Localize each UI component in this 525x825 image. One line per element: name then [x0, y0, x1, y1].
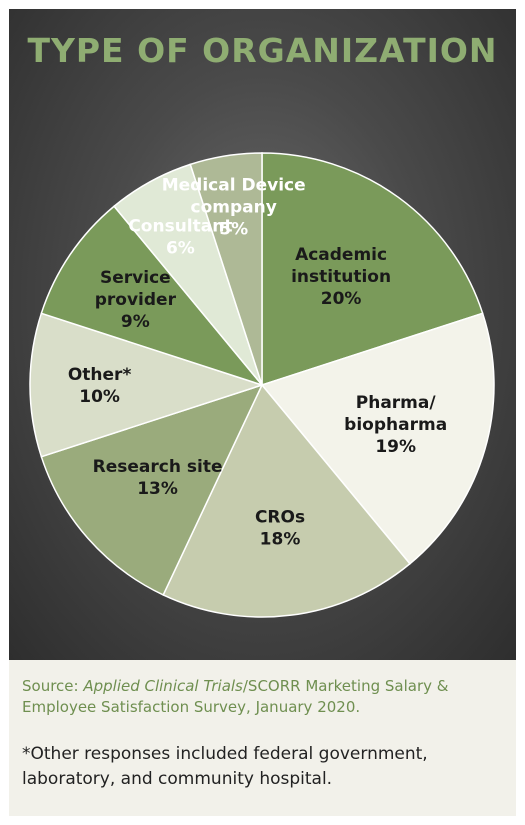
slice-name: Other*: [68, 365, 132, 385]
source-publication: Applied Clinical Trials: [83, 677, 243, 695]
source-prefix: Source:: [22, 677, 84, 695]
pie-slice: [29, 312, 265, 458]
slice-label: Pharma/biopharma 19%: [344, 393, 447, 457]
slice-name: Service: [100, 268, 171, 288]
slice-label: Academic institution 20%: [291, 245, 391, 309]
slice-value: 10%: [79, 387, 120, 407]
slice-label: Other* 10%: [68, 365, 132, 407]
slice-value: 6%: [166, 239, 195, 259]
slice-label: Research site 13%: [93, 457, 223, 499]
chart-panel: TYPE OF ORGANIZATION Academic institution…: [9, 9, 516, 660]
slice-name: institution: [291, 267, 391, 287]
source-detail: /SCORR Marketing Salary & Employee Satis…: [22, 677, 449, 716]
slice-name: Pharma/: [356, 393, 437, 413]
pie-slice: [260, 312, 495, 565]
slice-value: 9%: [121, 312, 150, 332]
slice-name: biopharma: [344, 415, 447, 435]
slice-name: provider: [95, 290, 177, 310]
slice-name: CROs: [255, 508, 305, 528]
pie-chart: Academic institution 20% Pharma/biopharma 19…: [29, 152, 495, 618]
slice-name: Academic: [295, 245, 387, 265]
chart-title: TYPE OF ORGANIZATION: [27, 31, 498, 70]
slice-label: Consultant 6%: [128, 217, 232, 259]
footer: Source: Applied Clinical Trials/SCORR Ma…: [9, 660, 516, 816]
slice-name: company: [191, 197, 277, 217]
pie-slice: [261, 152, 484, 387]
slice-value: 19%: [375, 437, 416, 457]
slice-name: Research site: [93, 457, 223, 477]
slice-value: 20%: [321, 289, 362, 309]
slice-label: Service provider 9%: [95, 268, 177, 332]
slice-value: 5%: [219, 219, 248, 239]
footnote: *Other responses included federal govern…: [22, 744, 428, 789]
slice-label: CROs 18%: [255, 508, 305, 550]
slice-value: 18%: [260, 530, 301, 550]
source-text: Source: Applied Clinical Trials/SCORR Ma…: [22, 676, 508, 718]
pie-slice: [40, 383, 264, 596]
slice-name: Consultant: [128, 217, 232, 237]
pie-slice: [162, 383, 411, 618]
pie-slice: [189, 152, 263, 386]
slice-value: 13%: [137, 479, 178, 499]
pie-slice: [40, 205, 265, 387]
slice-label: Medical Device company 5%: [162, 175, 306, 239]
slice-name: Medical Device: [162, 175, 306, 195]
